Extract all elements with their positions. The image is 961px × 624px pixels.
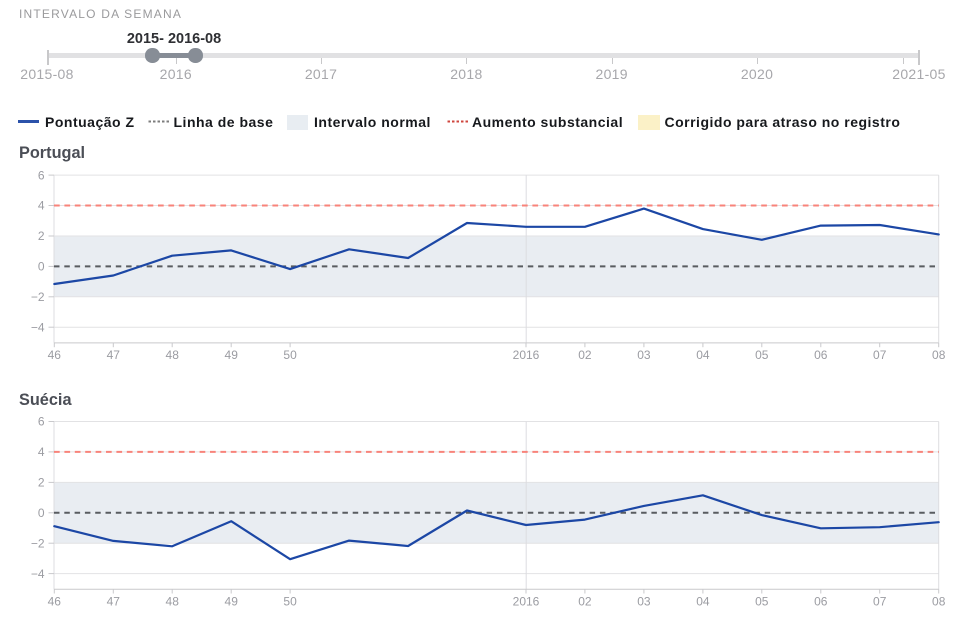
- svg-text:46: 46: [48, 595, 62, 609]
- svg-text:03: 03: [637, 595, 651, 609]
- svg-text:4: 4: [38, 445, 45, 459]
- svg-text:2: 2: [38, 229, 45, 243]
- svg-text:0: 0: [38, 260, 45, 274]
- svg-text:04: 04: [696, 348, 710, 362]
- svg-text:07: 07: [873, 348, 887, 362]
- svg-text:46: 46: [48, 348, 62, 362]
- svg-text:−2: −2: [31, 290, 45, 304]
- svg-text:02: 02: [578, 595, 592, 609]
- svg-text:2016: 2016: [513, 348, 540, 362]
- svg-text:−4: −4: [31, 320, 45, 334]
- svg-text:0: 0: [38, 506, 45, 520]
- svg-text:49: 49: [225, 348, 239, 362]
- svg-text:06: 06: [814, 595, 828, 609]
- svg-text:48: 48: [166, 595, 180, 609]
- svg-text:50: 50: [283, 595, 297, 609]
- svg-text:05: 05: [755, 595, 769, 609]
- svg-text:2016: 2016: [513, 595, 540, 609]
- svg-text:6: 6: [38, 415, 45, 429]
- svg-text:4: 4: [38, 199, 45, 213]
- svg-text:02: 02: [578, 348, 592, 362]
- svg-text:−2: −2: [31, 536, 45, 550]
- svg-text:47: 47: [107, 348, 121, 362]
- svg-text:2: 2: [38, 476, 45, 490]
- svg-text:08: 08: [932, 595, 946, 609]
- svg-text:05: 05: [755, 348, 769, 362]
- svg-text:04: 04: [696, 595, 710, 609]
- svg-text:06: 06: [814, 348, 828, 362]
- svg-text:−4: −4: [31, 567, 45, 581]
- svg-text:49: 49: [225, 595, 239, 609]
- svg-text:47: 47: [107, 595, 121, 609]
- svg-text:07: 07: [873, 595, 887, 609]
- svg-text:03: 03: [637, 348, 651, 362]
- svg-text:50: 50: [283, 348, 297, 362]
- svg-text:08: 08: [932, 348, 946, 362]
- svg-text:48: 48: [166, 348, 180, 362]
- svg-text:6: 6: [38, 168, 45, 182]
